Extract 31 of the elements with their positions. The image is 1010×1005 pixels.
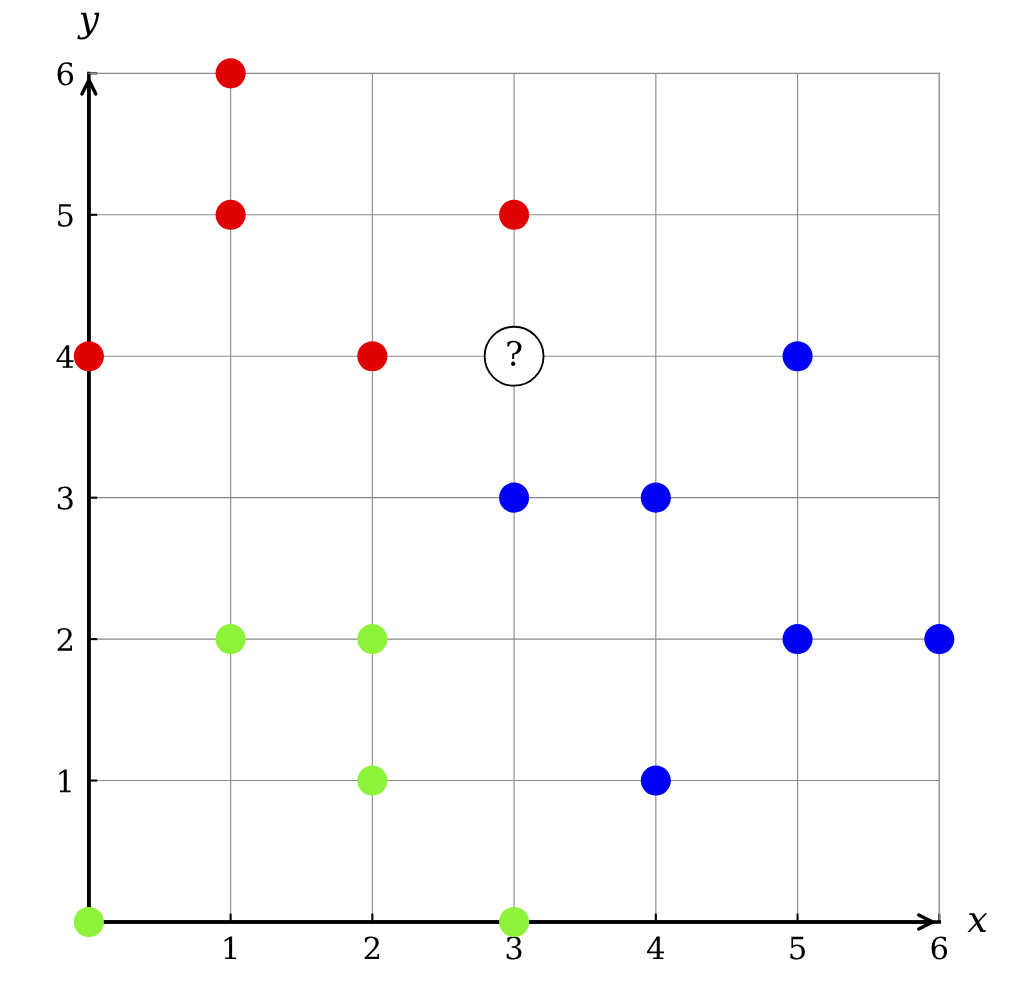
y-axis-title: y <box>77 12 100 40</box>
point <box>782 341 813 372</box>
x-tick-label: 3 <box>506 936 522 960</box>
y-tick-label: 5 <box>58 204 73 227</box>
point <box>640 482 671 513</box>
annotation: ? <box>507 340 522 366</box>
point <box>215 624 246 655</box>
point <box>782 624 813 655</box>
point <box>499 482 530 513</box>
point <box>73 341 104 372</box>
point <box>357 765 388 796</box>
x-tick-label: 1 <box>224 936 236 960</box>
point <box>640 765 671 796</box>
x-axis-title: x <box>967 913 988 932</box>
x-tick-label: 6 <box>931 936 948 960</box>
point <box>357 624 388 655</box>
x-tick-label: 5 <box>790 936 805 960</box>
x-tick-label: 2 <box>364 936 380 960</box>
point <box>357 341 388 372</box>
point <box>215 199 246 230</box>
y-tick-label: 3 <box>57 486 73 510</box>
x-tick-label: 4 <box>647 936 665 960</box>
y-tick-label: 4 <box>56 345 74 368</box>
y-tick-label: 6 <box>57 62 74 86</box>
point <box>499 199 530 230</box>
point <box>215 58 246 89</box>
y-tick-label: 2 <box>57 628 72 651</box>
point <box>73 906 104 938</box>
y-tick-label: 1 <box>59 769 71 793</box>
point <box>924 624 955 655</box>
point <box>499 906 530 938</box>
